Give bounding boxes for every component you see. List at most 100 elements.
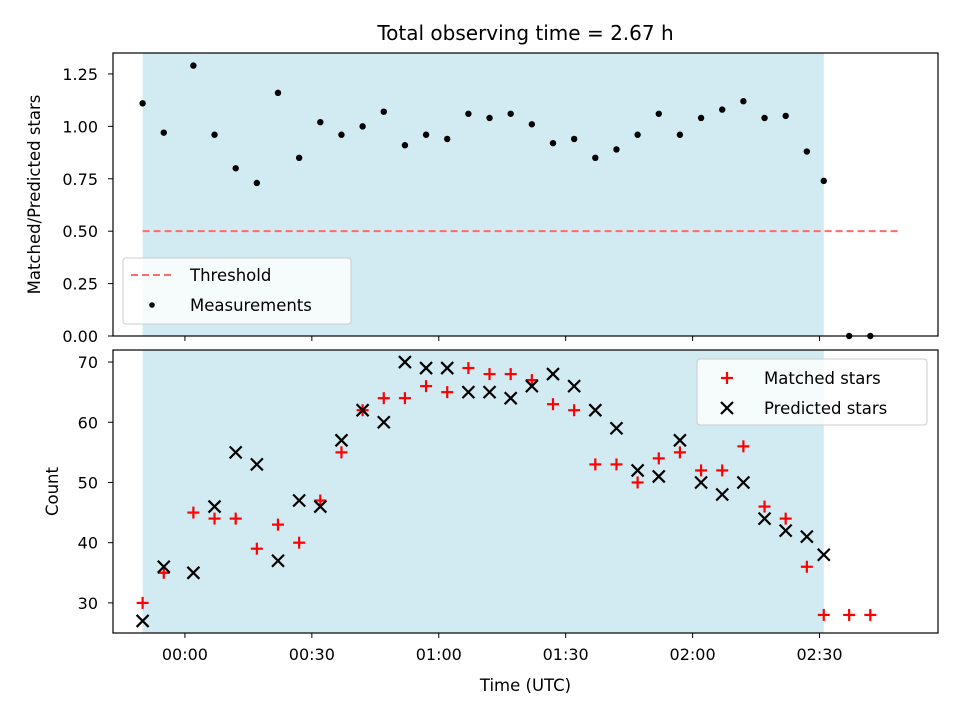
top-panel: Total observing time = 2.67 h Matched/Pr… [25, 21, 939, 346]
matched-star-point [817, 608, 830, 621]
legend-predicted-label: Predicted stars [764, 399, 887, 418]
legend-measurements-label: Measurements [190, 296, 312, 315]
measurement-point [338, 131, 345, 138]
top-ytick-label: 0.50 [62, 222, 98, 241]
matched-star-point [335, 446, 348, 459]
bottom-legend: Matched stars Predicted stars [696, 358, 928, 426]
matched-star-point [504, 368, 517, 381]
measurement-point [613, 146, 620, 153]
predicted-star-point [673, 433, 687, 448]
measurement-point [253, 179, 261, 187]
matched-star-point [314, 494, 327, 507]
measurement-point [528, 121, 536, 128]
measurement-point [317, 118, 324, 126]
top-measurement-points [139, 62, 874, 340]
matched-star-point [157, 566, 170, 579]
matched-star-point [758, 500, 771, 513]
bottom-xtick-label: 00:30 [289, 645, 335, 664]
predicted-star-point [736, 475, 751, 490]
bottom-ytick-label: 70 [78, 353, 98, 372]
predicted-star-point [482, 385, 497, 399]
matched-star-point [800, 560, 813, 573]
matched-star-point [483, 368, 496, 381]
legend-x-marker [720, 401, 734, 415]
predicted-star-point [816, 547, 831, 562]
x-axis-label: Time (UTC) [479, 676, 571, 695]
measurement-point [634, 131, 641, 138]
matched-star-point [136, 596, 149, 609]
measurement-point [401, 142, 409, 149]
predicted-star-point [250, 457, 264, 472]
legend-plus-marker [721, 372, 733, 384]
predicted-star-point [207, 499, 222, 514]
bottom-xtick-label: 02:00 [670, 645, 716, 664]
top-ytick-label: 1.00 [62, 117, 98, 136]
measurement-point [782, 112, 789, 120]
predicted-star-point [135, 614, 150, 628]
predicted-star-point [800, 529, 814, 544]
matched-star-point [420, 380, 433, 393]
predicted-star-point [630, 463, 645, 478]
top-ytick-label: 0.75 [62, 170, 98, 189]
predicted-star-point [292, 493, 306, 508]
measurement-point [359, 123, 366, 130]
predicted-star-point [228, 445, 243, 460]
matched-star-point [737, 440, 750, 453]
bottom-panel: Count Time (UTC) 30 40 50 60 70 00:00 00:30 01… [43, 349, 939, 695]
matched-star-point [631, 476, 644, 489]
matched-star-point [864, 608, 877, 621]
top-ytick-label: 0.25 [62, 275, 98, 294]
measurement-point [507, 110, 514, 117]
matched-star-point [208, 512, 221, 525]
measurement-point [422, 131, 430, 138]
measurement-point [444, 135, 451, 143]
matched-star-point [398, 392, 411, 405]
matched-star-point [229, 512, 242, 525]
top-ytick-label: 1.25 [62, 65, 98, 84]
measurement-point [761, 114, 768, 122]
predicted-star-point [715, 487, 730, 502]
matched-star-point [547, 398, 559, 411]
predicted-star-point [398, 355, 412, 369]
predicted-star-point [757, 511, 772, 526]
predicted-stars-points [135, 355, 831, 628]
bottom-ytick-label: 60 [78, 413, 98, 432]
bottom-xtick-label: 00:00 [162, 645, 208, 664]
predicted-star-point [186, 566, 201, 580]
legend-matched-swatch [721, 372, 733, 384]
predicted-star-point [651, 469, 666, 484]
predicted-star-point [609, 421, 624, 436]
measurement-point [676, 131, 684, 138]
top-ytick-label: 0.00 [62, 327, 98, 346]
matched-star-point [610, 458, 623, 471]
measurement-point [697, 114, 705, 122]
bottom-axes-frame [112, 349, 939, 634]
top-y-ticks: 0.00 0.25 0.50 0.75 1.00 1.25 [62, 65, 113, 346]
predicted-star-point [546, 367, 560, 381]
measurement-point [592, 154, 599, 162]
top-axes-frame [112, 52, 939, 337]
predicted-star-point [355, 403, 370, 417]
measurement-point [380, 108, 387, 115]
predicted-star-point [525, 379, 539, 393]
measurement-point [486, 114, 493, 122]
chart-title: Total observing time = 2.67 h [376, 21, 673, 45]
bottom-ytick-label: 50 [78, 473, 98, 492]
matched-star-point [695, 464, 708, 477]
measurement-point [232, 165, 239, 172]
matched-star-point [377, 392, 390, 405]
predicted-star-point [461, 385, 476, 399]
predicted-star-point [271, 553, 285, 568]
legend-predicted-swatch [720, 401, 734, 415]
matched-star-point [652, 452, 665, 465]
bottom-y-ticks: 30 40 50 60 70 [78, 353, 113, 613]
measurement-point [655, 110, 662, 117]
top-x-ticks [184, 336, 821, 341]
measurement-point [803, 148, 811, 155]
measurement-point [549, 139, 557, 147]
legend-matched-label: Matched stars [764, 369, 881, 388]
predicted-star-point [503, 391, 518, 405]
measurement-point [295, 154, 303, 162]
matched-star-point [441, 386, 454, 399]
matched-star-point [568, 404, 581, 417]
